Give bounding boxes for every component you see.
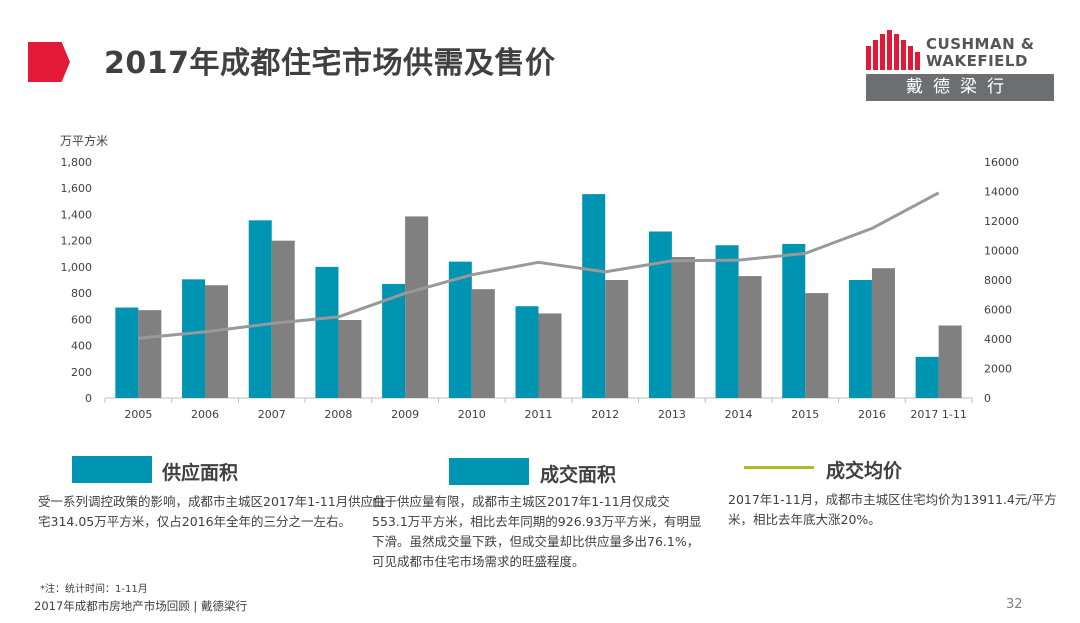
legend-price-line <box>744 466 814 469</box>
transaction-bar <box>271 240 295 398</box>
y-right-tick-label: 0 <box>984 392 991 405</box>
x-category-label: 2011 <box>525 408 553 421</box>
x-category-label: 2013 <box>658 408 686 421</box>
supply-bar <box>648 231 672 398</box>
y-left-tick-label: 1,200 <box>61 235 93 248</box>
logo-chinese-name: 戴德梁行 <box>866 74 1054 101</box>
y-right-tick-label: 14000 <box>984 186 1019 199</box>
page-number: 32 <box>1006 597 1023 612</box>
y-right-tick-label: 10000 <box>984 245 1019 258</box>
y-left-tick-label: 1,600 <box>61 182 93 195</box>
logo-bars-icon <box>866 30 920 70</box>
x-category-label: 2006 <box>191 408 219 421</box>
transaction-bar <box>138 310 162 398</box>
y-left-tick-label: 400 <box>71 340 92 353</box>
transaction-bar <box>871 268 895 398</box>
y-axis-unit-label: 万平方米 <box>60 134 109 148</box>
price-line <box>138 191 940 340</box>
footer-text: 2017年成都市房地产市场回顾 | 戴德梁行 <box>34 599 247 613</box>
logo-wordmark: CUSHMAN & WAKEFIELD <box>926 36 1034 70</box>
cushman-wakefield-logo: CUSHMAN & WAKEFIELD 戴德梁行 <box>866 30 1056 101</box>
title-accent-marker <box>28 42 70 82</box>
supply-bar <box>582 194 606 398</box>
y-right-tick-label: 16000 <box>984 156 1019 169</box>
x-category-label: 2015 <box>791 408 819 421</box>
x-category-label: 2017 1-11 <box>910 408 966 421</box>
page-title: 2017年成都住宅市场供需及售价 <box>104 46 556 81</box>
x-category-label: 2008 <box>324 408 352 421</box>
x-category-label: 2007 <box>258 408 286 421</box>
y-left-tick-label: 0 <box>85 392 92 405</box>
y-left-tick-label: 1,800 <box>61 156 93 169</box>
transaction-bar <box>738 276 762 398</box>
transaction-bar <box>205 285 229 398</box>
supply-bar <box>782 243 806 398</box>
x-category-label: 2009 <box>391 408 419 421</box>
legend-supply-swatch <box>72 456 152 483</box>
y-left-tick-label: 200 <box>71 366 92 379</box>
supply-bar <box>115 307 139 398</box>
supply-bar <box>848 280 872 398</box>
y-left-tick-label: 800 <box>71 287 92 300</box>
supply-description: 受一系列调控政策的影响，成都市主城区2017年1-11月供应住宅314.05万平… <box>38 494 386 529</box>
x-category-label: 2014 <box>725 408 753 421</box>
logo-line1: CUSHMAN & <box>926 35 1035 53</box>
x-category-label: 2016 <box>858 408 886 421</box>
stat-period-note: *注：统计时间：1-11月 <box>40 584 148 595</box>
y-right-tick-label: 2000 <box>984 363 1012 376</box>
y-right-tick-label: 4000 <box>984 333 1012 346</box>
transaction-bar <box>605 280 629 398</box>
supply-bar <box>182 279 206 398</box>
transaction-bar <box>471 289 495 398</box>
supply-demand-price-chart: 0 200 400 600 800 1,000 1,200 1,400 1,600 1,800 0 2… <box>61 156 1020 421</box>
legend-supply-label: 供应面积 <box>162 462 239 484</box>
y-left-tick-label: 1,400 <box>61 208 93 221</box>
x-category-label: 2012 <box>591 408 619 421</box>
supply-bar <box>315 266 339 398</box>
supply-bar <box>448 261 472 398</box>
y-right-tick-label: 6000 <box>984 304 1012 317</box>
legend-transaction-label: 成交面积 <box>540 464 617 486</box>
transaction-bar <box>405 216 429 398</box>
logo-line2: WAKEFIELD <box>926 52 1028 70</box>
x-category-label: 2005 <box>124 408 152 421</box>
legend-transaction-swatch <box>449 458 529 485</box>
supply-bar <box>715 245 739 398</box>
y-right-tick-label: 12000 <box>984 215 1019 228</box>
legend-price-label: 成交均价 <box>826 460 903 482</box>
supply-bar <box>515 306 539 398</box>
y-left-tick-label: 600 <box>71 313 92 326</box>
transaction-bar <box>338 319 362 398</box>
transaction-bar <box>805 293 829 398</box>
price-description: 2017年1-11月，成都市主城区住宅均价为13911.4元/平方米，相比去年底… <box>728 492 1057 527</box>
transaction-bar <box>671 257 695 398</box>
transaction-bar <box>938 325 962 398</box>
supply-bar <box>248 220 272 398</box>
transaction-bar <box>538 313 562 398</box>
y-left-tick-label: 1,000 <box>61 261 93 274</box>
x-category-label: 2010 <box>458 408 486 421</box>
y-right-tick-label: 8000 <box>984 274 1012 287</box>
supply-bar <box>915 356 939 398</box>
supply-bar <box>382 283 406 398</box>
transaction-description: 由于供应量有限，成都市主城区2017年1-11月仅成交553.1万平方米，相比去… <box>372 494 702 569</box>
